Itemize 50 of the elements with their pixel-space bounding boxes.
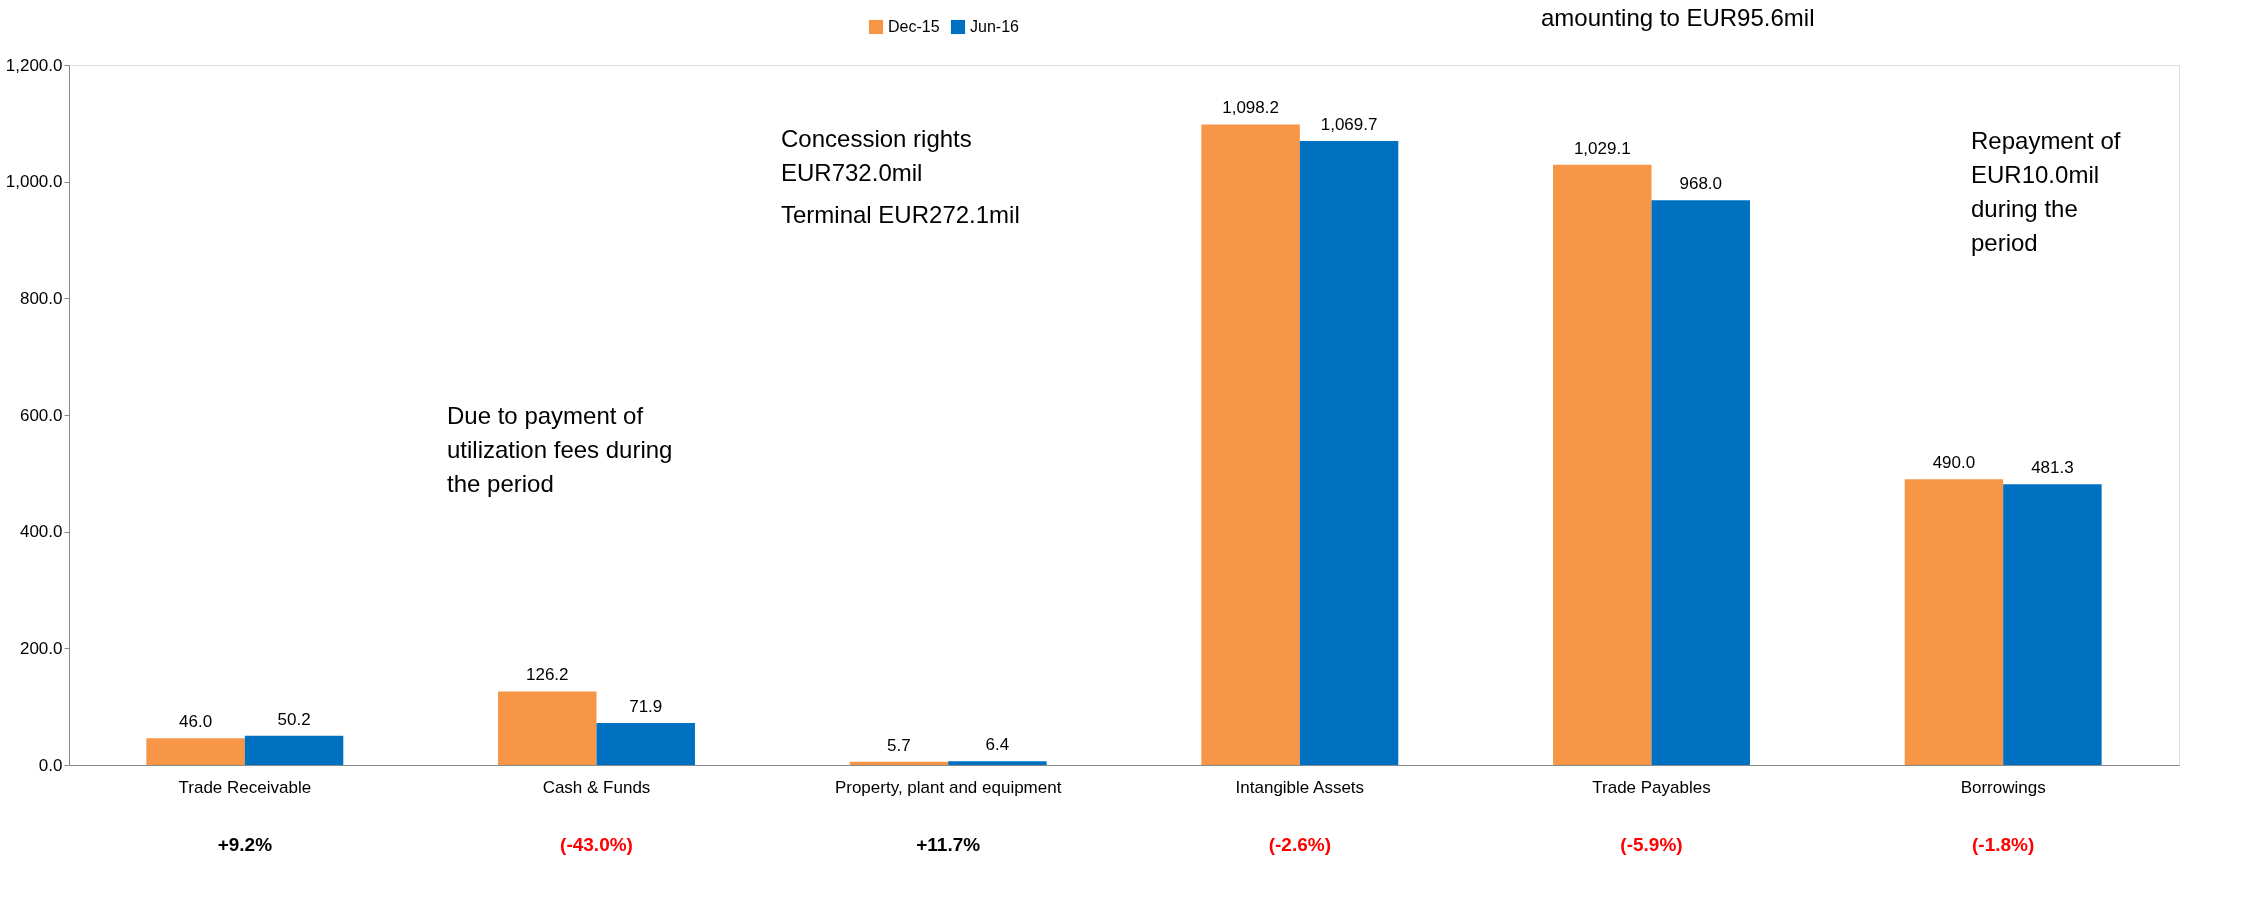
text: +11.7%: [916, 834, 981, 855]
annotation: Terminal EUR272.1mil: [781, 201, 1020, 228]
data-label: 490.0: [1932, 453, 1976, 473]
legend-label: Jun-16: [970, 18, 1020, 35]
text: +9.2%: [217, 834, 273, 855]
bar: [849, 761, 949, 765]
y-tick-label: 800.0: [19, 288, 63, 308]
text: (-5.9%): [1620, 834, 1683, 855]
x-tick-label: Borrowings: [1960, 777, 2046, 797]
bar: [948, 761, 1047, 765]
text: (-1.8%): [1972, 834, 2035, 855]
bar: [1553, 164, 1652, 765]
bar: [1904, 479, 2004, 765]
data-label: 481.3: [2031, 458, 2074, 478]
data-label: 6.4: [985, 735, 1010, 755]
x-tick-label: Cash & Funds: [542, 777, 651, 797]
annotation: Concession rights EUR732.0mil: [781, 125, 972, 186]
y-tick-label: 0.0: [38, 755, 63, 775]
bar: [146, 738, 245, 765]
bar: [1201, 124, 1300, 765]
x-tick-label: Trade Payables: [1592, 777, 1711, 797]
bar: [596, 723, 695, 765]
data-label: 968.0: [1679, 174, 1723, 194]
annotation: Repayment of EUR10.0mil during the period: [1971, 127, 2121, 256]
x-tick-label: Property, plant and equipment: [834, 777, 1062, 797]
bar: [1299, 141, 1399, 765]
y-tick-label: 1,000.0: [5, 172, 63, 192]
x-tick-label: Intangible Assets: [1235, 777, 1365, 797]
bar: [244, 735, 344, 765]
data-label: 46.0: [179, 712, 213, 732]
data-label: 1,098.2: [1222, 98, 1279, 118]
data-label: 50.2: [277, 709, 311, 729]
bar: [498, 691, 597, 765]
data-label: 5.7: [887, 735, 911, 755]
data-label: 71.9: [629, 697, 663, 717]
data-label: 126.2: [525, 665, 569, 685]
y-tick-label: 200.0: [19, 638, 63, 658]
bar: [1651, 200, 1750, 765]
data-label: 1,069.7: [1320, 115, 1378, 135]
y-tick-label: 400.0: [19, 522, 63, 542]
text: (-2.6%): [1268, 834, 1331, 855]
x-tick-label: Trade Receivable: [178, 777, 312, 797]
y-tick-label: 1,200.0: [5, 55, 63, 75]
legend-label: Dec-15: [888, 18, 940, 35]
bar: [2003, 484, 2102, 765]
text: (-43.0%): [560, 834, 633, 855]
annotation: Due to payment of utilization fees during the period: [447, 402, 673, 497]
data-label: 1,029.1: [1573, 138, 1631, 158]
text: amounting to EUR95.6mil: [1541, 4, 1815, 31]
y-tick-label: 600.0: [19, 405, 63, 425]
